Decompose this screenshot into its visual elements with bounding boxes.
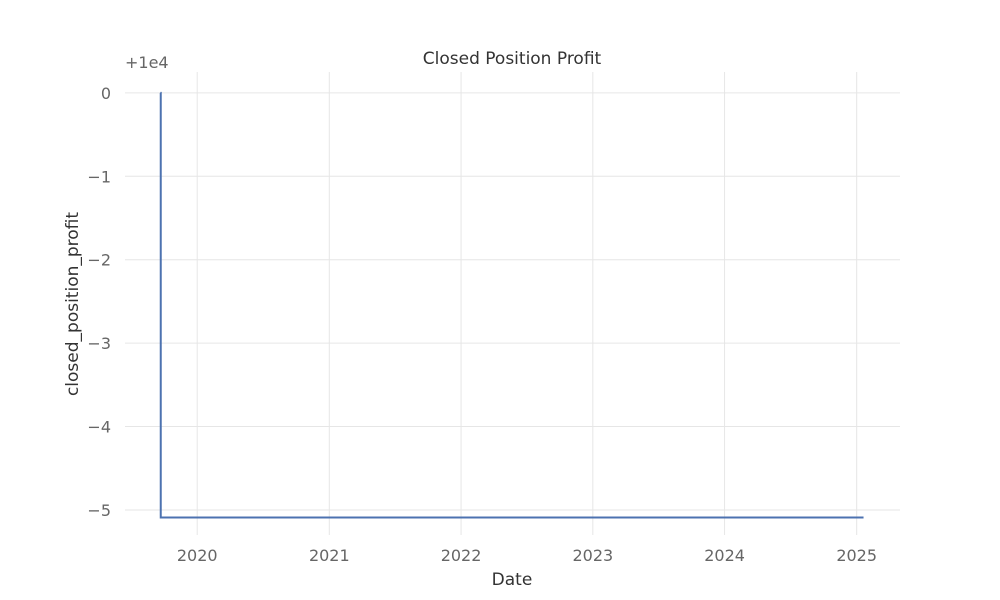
y-axis-offset-label: +1e4	[125, 53, 169, 72]
x-tick-label: 2020	[177, 546, 218, 565]
x-tick-label: 2022	[441, 546, 482, 565]
x-axis-title: Date	[492, 570, 533, 590]
y-axis-ticks: 0 −1 −2 −3 −4 −5	[87, 84, 111, 520]
y-tick-label: −2	[87, 251, 111, 270]
x-tick-label: 2021	[309, 546, 350, 565]
series-line	[159, 91, 864, 519]
y-tick-label: −3	[87, 334, 111, 353]
y-tick-label: −5	[87, 501, 111, 520]
series-layer	[159, 91, 864, 519]
x-tick-label: 2024	[704, 546, 745, 565]
grid	[125, 72, 900, 535]
y-tick-label: −4	[87, 418, 111, 437]
x-tick-label: 2025	[836, 546, 877, 565]
y-tick-label: −1	[87, 167, 111, 186]
y-tick-label: 0	[101, 84, 111, 103]
chart-title: Closed Position Profit	[423, 49, 602, 69]
y-axis-title: closed_position_profit	[63, 212, 83, 396]
x-axis-ticks: 2020 2021 2022 2023 2024 2025	[177, 546, 877, 565]
x-tick-label: 2023	[572, 546, 613, 565]
